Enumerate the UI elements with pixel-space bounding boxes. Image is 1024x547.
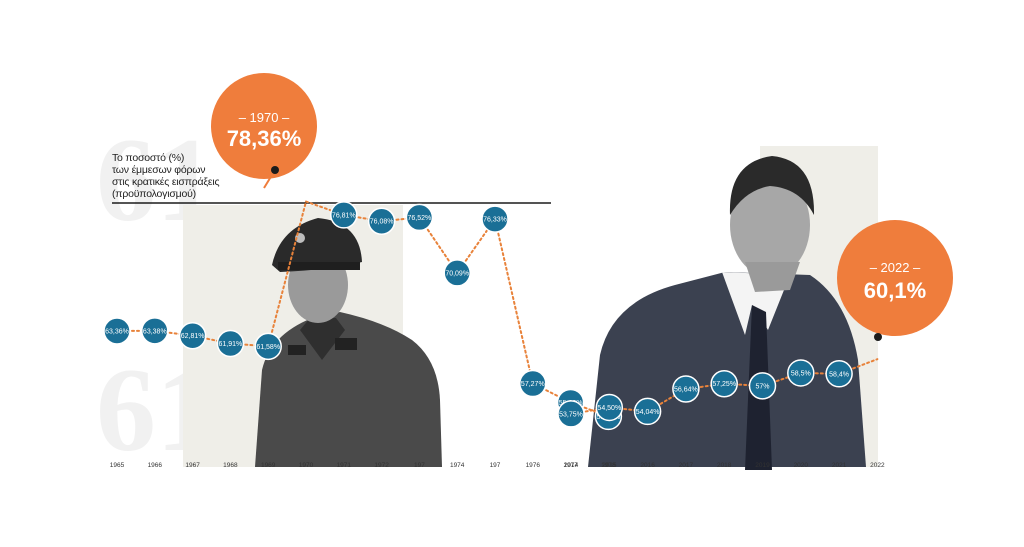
tick-label-2018: 2018: [717, 462, 732, 469]
callout-2022-year: – 2022 –: [870, 260, 921, 275]
tick-label-1972: 1972: [374, 462, 389, 469]
tick-label-1965: 1965: [110, 462, 125, 469]
tick-label-1971: 1971: [337, 462, 352, 469]
data-point-1974: [443, 259, 471, 287]
tick-label-2016: 2016: [640, 462, 655, 469]
connector-1975-1976: [494, 218, 534, 385]
data-label-1975: 76,33%: [483, 217, 507, 224]
data-point-1972: [367, 207, 396, 235]
chart-title-line-4: (προϋπολογισμού): [112, 188, 196, 200]
chart-title-line-1: Το ποσοστό (%): [112, 152, 185, 164]
data-point-2017: [672, 375, 700, 403]
data-label-2017: 56,64%: [674, 386, 698, 393]
data-point-2021: [825, 360, 853, 388]
data-point-1971: [330, 201, 358, 229]
callout-1970-dot: [271, 166, 279, 174]
tick-label-1977: 1977: [563, 462, 578, 469]
data-label-2018: 57,25%: [712, 381, 736, 388]
data-point-1968: [216, 329, 245, 358]
chart-title-line-2: των έμμεσων φόρων: [112, 164, 206, 176]
data-label-1968: 61,91%: [219, 341, 243, 348]
callout-1970-year: – 1970 –: [239, 110, 290, 125]
tick-label-2021: 2021: [832, 462, 847, 469]
data-point-1967: [178, 321, 207, 350]
connector-1970-1971: [305, 200, 345, 216]
tick-label-2022: 2022: [870, 462, 885, 469]
data-point-1965: [103, 317, 131, 345]
data-label-2019: 57%: [755, 383, 769, 390]
tick-label-2015: 2015: [602, 462, 617, 469]
data-point-2016: [633, 397, 662, 426]
callout-1970: – 1970 – 78,36%: [211, 73, 317, 189]
data-label-1969: 61,58%: [256, 344, 280, 351]
callout-2022-dot: [874, 333, 882, 341]
data-label-2021: 58,4%: [829, 371, 849, 378]
data-label-1965: 63,36%: [105, 329, 129, 336]
data-label-1972: 76,08%: [370, 219, 394, 226]
tick-label-1968: 1968: [223, 462, 238, 469]
tick-label-2014: 2014: [564, 462, 579, 469]
tick-label-1973: 197: [414, 462, 425, 469]
tick-label-1976: 1976: [526, 462, 541, 469]
callout-2022-bubble: [837, 220, 953, 336]
tick-label-1970: 1970: [299, 462, 314, 469]
tick-label-1978: 1978: [601, 462, 616, 469]
callout-1970-value: 78,36%: [227, 126, 302, 151]
chart-title-line-3: στις κρατικές εισπράξεις: [112, 176, 220, 188]
data-label-2016: 54,04%: [636, 409, 660, 416]
x-axis-ticks: 1965 1966 1967 1968 1969 1970 1971 1972 197 1974 1…: [110, 462, 885, 469]
tick-label-1974: 1974: [450, 462, 465, 469]
data-point-2018: [710, 369, 738, 398]
chart-title: Το ποσοστό (%) των έμμεσων φόρων στις κρ…: [112, 152, 292, 200]
data-point-1976: [519, 369, 547, 398]
callout-2022-value: 60,1%: [864, 278, 926, 303]
data-label-1973: 76,52%: [408, 215, 432, 222]
callout-1970-bubble: [211, 73, 317, 179]
tick-label-2019: 2019: [755, 462, 770, 469]
data-points: 63,36% 63,38% 62,81% 61,91% 61,58% 76,81% 76,0…: [103, 201, 853, 431]
data-label-2015: 54,50%: [597, 405, 621, 412]
data-label-1974: 70,09%: [445, 270, 469, 277]
data-point-2015: [595, 393, 624, 422]
tick-label-1975: 197: [490, 462, 501, 469]
general-portrait: [255, 218, 442, 467]
tick-label-2017: 2017: [679, 462, 694, 469]
tick-label-1969: 1969: [261, 462, 276, 469]
tick-label-1966: 1966: [148, 462, 163, 469]
data-point-2019: [748, 372, 777, 400]
data-label-1976: 57,27%: [521, 381, 545, 388]
tick-label-2020: 2020: [794, 462, 809, 469]
connector-1969-1970: [267, 200, 307, 348]
data-point-2020: [787, 359, 815, 387]
tick-label-1967: 1967: [185, 462, 200, 469]
data-label-1967: 62,81%: [181, 333, 205, 340]
data-label-1966: 63,38%: [143, 328, 167, 335]
data-label-1971: 76,81%: [332, 212, 356, 219]
data-point-1975: [481, 205, 509, 233]
data-point-2014: [557, 400, 585, 428]
data-label-2014: 53,75%: [559, 411, 583, 418]
data-point-1966: [141, 317, 169, 345]
data-point-1969: [254, 332, 282, 361]
data-point-1973: [405, 203, 434, 232]
data-label-2020: 58,5%: [791, 370, 811, 377]
callout-2022: – 2022 – 60,1%: [837, 220, 953, 341]
